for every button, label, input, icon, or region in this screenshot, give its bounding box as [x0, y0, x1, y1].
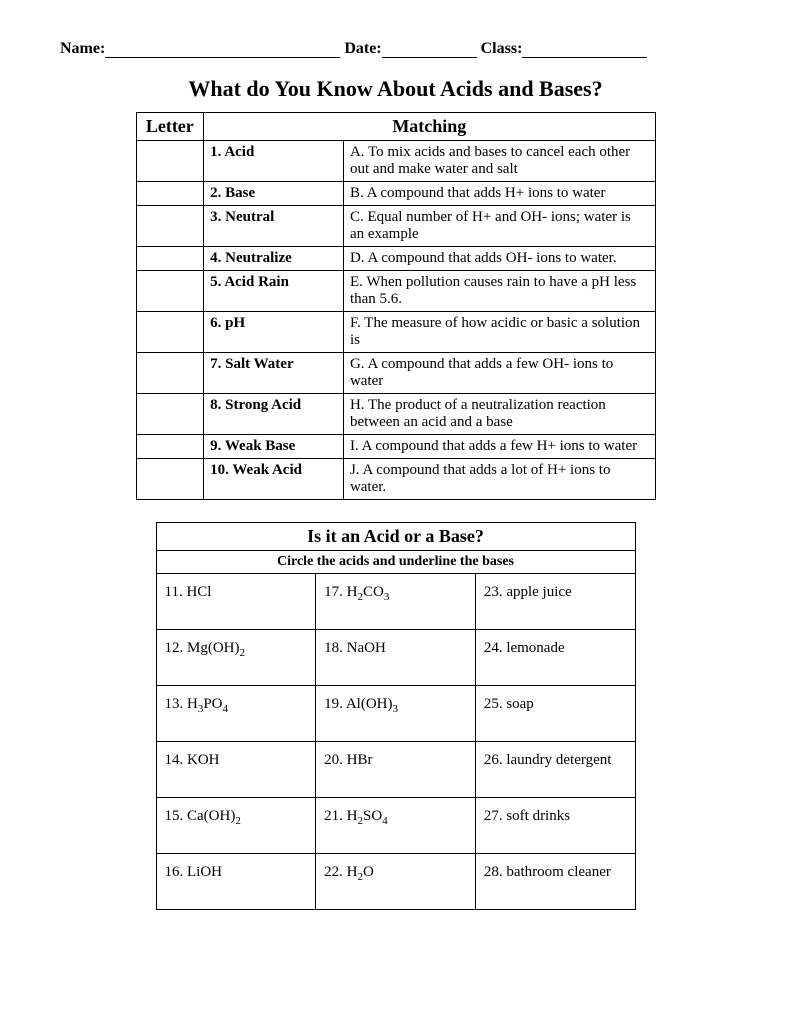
letter-blank-cell[interactable]: [136, 141, 204, 182]
matching-table: Letter Matching 1. AcidA. To mix acids a…: [136, 112, 656, 500]
acid-base-row: 15. Ca(OH)221. H2SO427. soft drinks: [156, 798, 635, 854]
compound-cell[interactable]: 19. Al(OH)3: [316, 686, 476, 742]
acid-base-instruction: Circle the acids and underline the bases: [156, 551, 635, 574]
compound-cell[interactable]: 13. H3PO4: [156, 686, 316, 742]
substance-cell[interactable]: 28. bathroom cleaner: [475, 854, 635, 910]
name-label: Name:: [60, 40, 105, 57]
definition-cell: E. When pollution causes rain to have a …: [343, 271, 655, 312]
matching-row: 10. Weak AcidJ. A compound that adds a l…: [136, 459, 655, 500]
letter-blank-cell[interactable]: [136, 459, 204, 500]
matching-row: 2. BaseB. A compound that adds H+ ions t…: [136, 182, 655, 206]
term-cell: 5. Acid Rain: [204, 271, 344, 312]
substance-cell[interactable]: 25. soap: [475, 686, 635, 742]
letter-blank-cell[interactable]: [136, 312, 204, 353]
compound-cell[interactable]: 20. HBr: [316, 742, 476, 798]
term-cell: 9. Weak Base: [204, 435, 344, 459]
definition-cell: A. To mix acids and bases to cancel each…: [343, 141, 655, 182]
term-cell: 10. Weak Acid: [204, 459, 344, 500]
letter-blank-cell[interactable]: [136, 394, 204, 435]
acid-base-row: 11. HCl17. H2CO323. apple juice: [156, 574, 635, 630]
class-blank[interactable]: [522, 43, 647, 58]
matching-row: 3. NeutralC. Equal number of H+ and OH- …: [136, 206, 655, 247]
definition-cell: D. A compound that adds OH- ions to wate…: [343, 247, 655, 271]
compound-cell[interactable]: 22. H2O: [316, 854, 476, 910]
matching-header-letter: Letter: [136, 113, 204, 141]
definition-cell: H. The product of a neutralization react…: [343, 394, 655, 435]
page-title: What do You Know About Acids and Bases?: [60, 76, 731, 102]
compound-cell[interactable]: 15. Ca(OH)2: [156, 798, 316, 854]
matching-header-matching: Matching: [204, 113, 655, 141]
matching-row: 6. pHF. The measure of how acidic or bas…: [136, 312, 655, 353]
matching-row: 5. Acid RainE. When pollution causes rai…: [136, 271, 655, 312]
definition-cell: B. A compound that adds H+ ions to water: [343, 182, 655, 206]
substance-cell[interactable]: 27. soft drinks: [475, 798, 635, 854]
substance-cell[interactable]: 23. apple juice: [475, 574, 635, 630]
letter-blank-cell[interactable]: [136, 271, 204, 312]
compound-cell[interactable]: 17. H2CO3: [316, 574, 476, 630]
acid-base-table: Is it an Acid or a Base? Circle the acid…: [156, 522, 636, 910]
acid-base-row: 14. KOH20. HBr26. laundry detergent: [156, 742, 635, 798]
term-cell: 2. Base: [204, 182, 344, 206]
letter-blank-cell[interactable]: [136, 353, 204, 394]
compound-cell[interactable]: 21. H2SO4: [316, 798, 476, 854]
definition-cell: I. A compound that adds a few H+ ions to…: [343, 435, 655, 459]
matching-row: 8. Strong AcidH. The product of a neutra…: [136, 394, 655, 435]
term-cell: 8. Strong Acid: [204, 394, 344, 435]
letter-blank-cell[interactable]: [136, 435, 204, 459]
date-blank[interactable]: [382, 43, 477, 58]
definition-cell: J. A compound that adds a lot of H+ ions…: [343, 459, 655, 500]
definition-cell: F. The measure of how acidic or basic a …: [343, 312, 655, 353]
acid-base-row: 16. LiOH22. H2O28. bathroom cleaner: [156, 854, 635, 910]
term-cell: 7. Salt Water: [204, 353, 344, 394]
compound-cell[interactable]: 18. NaOH: [316, 630, 476, 686]
term-cell: 6. pH: [204, 312, 344, 353]
acid-base-row: 13. H3PO419. Al(OH)325. soap: [156, 686, 635, 742]
matching-row: 4. NeutralizeD. A compound that adds OH-…: [136, 247, 655, 271]
acid-base-title: Is it an Acid or a Base?: [156, 523, 635, 551]
class-label: Class:: [481, 40, 523, 57]
definition-cell: C. Equal number of H+ and OH- ions; wate…: [343, 206, 655, 247]
substance-cell[interactable]: 24. lemonade: [475, 630, 635, 686]
matching-row: 7. Salt WaterG. A compound that adds a f…: [136, 353, 655, 394]
date-label: Date:: [344, 40, 381, 57]
compound-cell[interactable]: 11. HCl: [156, 574, 316, 630]
letter-blank-cell[interactable]: [136, 206, 204, 247]
compound-cell[interactable]: 14. KOH: [156, 742, 316, 798]
definition-cell: G. A compound that adds a few OH- ions t…: [343, 353, 655, 394]
term-cell: 4. Neutralize: [204, 247, 344, 271]
compound-cell[interactable]: 16. LiOH: [156, 854, 316, 910]
compound-cell[interactable]: 12. Mg(OH)2: [156, 630, 316, 686]
letter-blank-cell[interactable]: [136, 182, 204, 206]
term-cell: 3. Neutral: [204, 206, 344, 247]
name-blank[interactable]: [105, 43, 340, 58]
term-cell: 1. Acid: [204, 141, 344, 182]
matching-row: 1. AcidA. To mix acids and bases to canc…: [136, 141, 655, 182]
substance-cell[interactable]: 26. laundry detergent: [475, 742, 635, 798]
matching-row: 9. Weak BaseI. A compound that adds a fe…: [136, 435, 655, 459]
worksheet-header: Name: Date: Class:: [60, 40, 731, 58]
letter-blank-cell[interactable]: [136, 247, 204, 271]
acid-base-row: 12. Mg(OH)218. NaOH24. lemonade: [156, 630, 635, 686]
